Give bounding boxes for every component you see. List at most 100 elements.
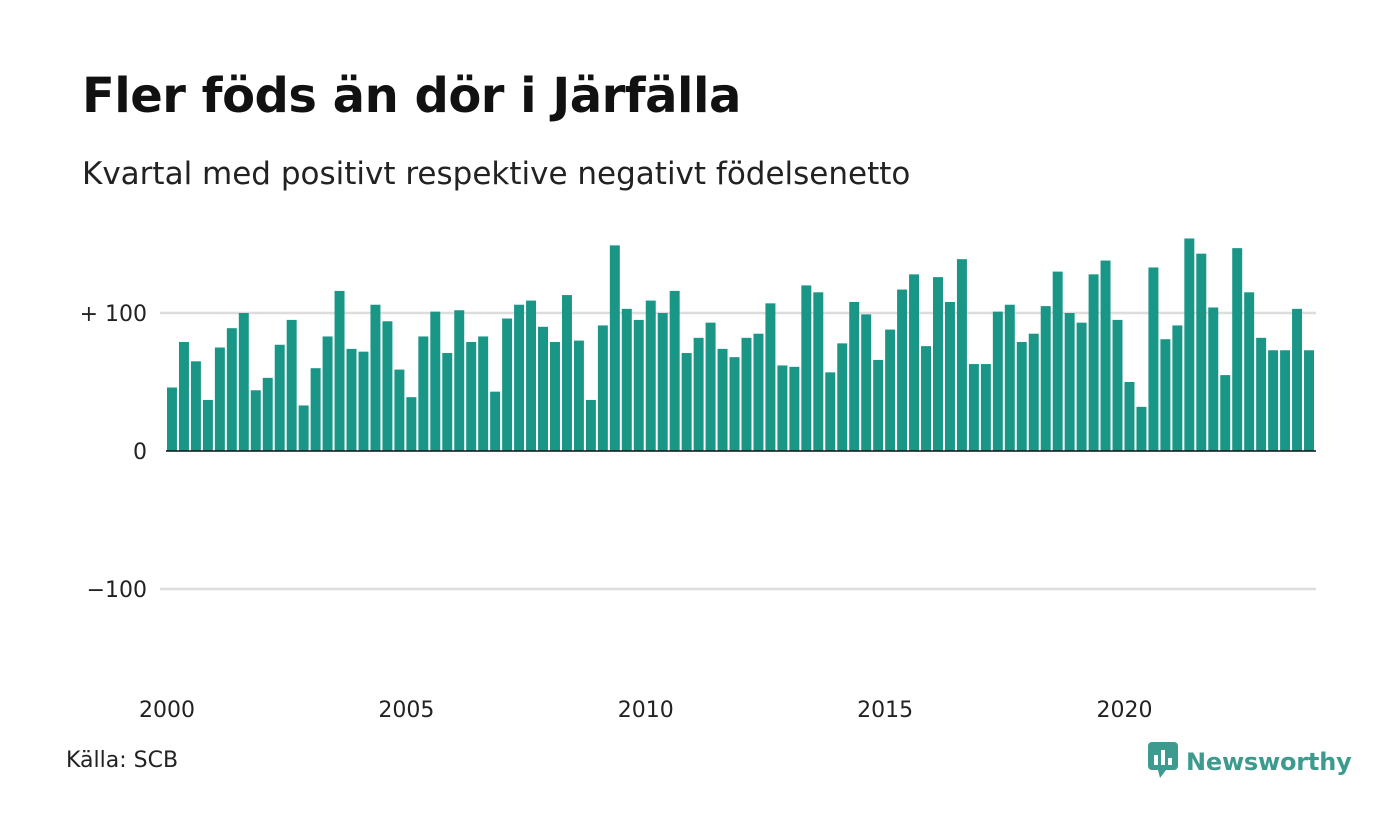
bar [454, 310, 465, 451]
bar [442, 353, 453, 451]
bar [214, 347, 225, 451]
bars [167, 238, 1314, 451]
bar [1124, 382, 1135, 451]
bar [250, 390, 261, 451]
bar [968, 364, 979, 451]
bar [466, 341, 477, 451]
bar [1244, 292, 1255, 451]
bar [789, 366, 800, 451]
bar [885, 329, 896, 451]
bar [1256, 337, 1267, 451]
bar [202, 399, 213, 451]
bar [167, 387, 177, 451]
bar [681, 353, 692, 451]
bar [873, 359, 884, 451]
bar [669, 290, 680, 451]
bar [238, 313, 249, 451]
grid-lines [160, 311, 1316, 591]
x-tick-label: 2020 [1097, 698, 1153, 723]
bar [1076, 322, 1087, 451]
bar [921, 346, 931, 451]
source-note: Källa: SCB [66, 748, 179, 773]
bar [394, 369, 405, 451]
bar [1220, 375, 1231, 451]
bar [514, 304, 525, 451]
bar [1232, 248, 1243, 451]
bar [370, 304, 381, 451]
bar [956, 259, 967, 451]
bar [526, 300, 537, 451]
chart-title: Fler föds än dör i Järfälla [82, 68, 741, 124]
bar [1172, 325, 1183, 451]
y-tick-label: + 100 [80, 302, 147, 327]
bar [1040, 306, 1051, 451]
bar [1280, 350, 1291, 451]
x-tick-label: 2010 [618, 698, 674, 723]
axes: + 100 0 −100 2000 2005 2010 2015 2020 [80, 302, 1316, 723]
bar [837, 343, 848, 451]
bar [1100, 260, 1111, 451]
bar [897, 289, 908, 451]
bar [717, 348, 728, 451]
bar [262, 377, 273, 451]
bar [1028, 333, 1039, 451]
bar [944, 301, 955, 451]
bar [418, 336, 429, 451]
y-tick-label: −100 [87, 578, 147, 603]
bar [178, 341, 189, 451]
bar [657, 313, 668, 451]
bar [585, 399, 596, 451]
bar [1004, 304, 1015, 451]
x-tick-label: 2000 [139, 698, 195, 723]
x-tick-label: 2005 [378, 698, 434, 723]
bar [1088, 274, 1099, 451]
bar [992, 311, 1003, 451]
bar [322, 336, 333, 451]
bar [705, 322, 716, 451]
chart-subtitle: Kvartal med positivt respektive negativt… [82, 156, 911, 192]
bar [645, 300, 656, 451]
bar [1160, 339, 1171, 451]
bar [538, 326, 548, 451]
bar [597, 325, 608, 451]
bar [490, 391, 501, 451]
bar [561, 295, 572, 451]
bar [825, 372, 836, 451]
bar [633, 319, 644, 451]
bar [430, 311, 441, 451]
bar [1304, 350, 1314, 451]
bar [621, 308, 632, 451]
bar [478, 336, 489, 451]
bar [346, 348, 357, 451]
bar [1136, 406, 1147, 451]
bar [274, 344, 285, 451]
bar [310, 368, 321, 451]
bar [1016, 341, 1027, 451]
bar [801, 285, 812, 451]
bar [334, 290, 345, 451]
newsworthy-logo-icon [1148, 742, 1178, 782]
bar [358, 351, 369, 451]
bar [1196, 253, 1207, 451]
bar [1268, 350, 1279, 451]
bar [226, 328, 237, 451]
bar [550, 341, 560, 451]
bar [729, 357, 740, 451]
bar [753, 333, 764, 451]
bar [1064, 313, 1075, 451]
bar [741, 337, 752, 451]
brand-name: Newsworthy [1186, 748, 1352, 776]
bar [286, 319, 297, 451]
bar [609, 245, 620, 451]
bar [1292, 308, 1303, 451]
bar [693, 337, 704, 451]
bar [1208, 307, 1219, 451]
bar [1112, 319, 1123, 451]
brand-logo[interactable]: Newsworthy [1148, 742, 1352, 782]
bar [573, 340, 584, 451]
bar [1052, 271, 1063, 451]
bar [849, 301, 860, 451]
y-tick-label: 0 [133, 440, 147, 465]
bar [298, 405, 309, 451]
